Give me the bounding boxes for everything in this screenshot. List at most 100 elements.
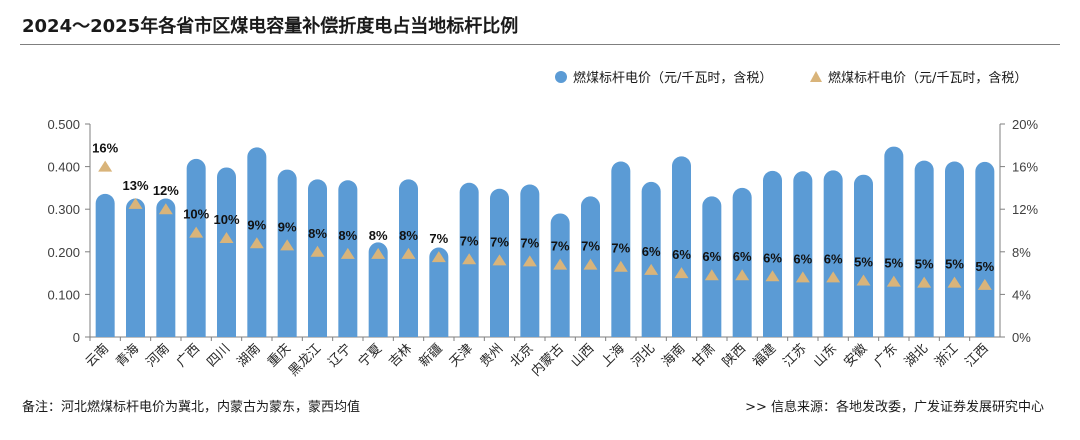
marker-point <box>886 275 901 287</box>
marker-point <box>522 255 537 267</box>
x-tick-label: 浙江 <box>932 341 961 370</box>
data-label: 7% <box>460 233 479 248</box>
bar <box>156 198 176 337</box>
x-tick-label: 云南 <box>82 341 112 371</box>
marker-point <box>917 276 932 288</box>
x-tick-label: 陕西 <box>720 341 749 370</box>
bar <box>672 156 691 337</box>
data-label: 7% <box>520 235 539 250</box>
data-label: 16% <box>92 141 118 156</box>
page-title: 2024～2025年各省市区煤电容量补偿折度电占当地标杆比例 <box>22 16 519 37</box>
data-label: 7% <box>551 239 570 254</box>
marker-point <box>947 276 962 288</box>
legend-marker-label: 燃煤标杆电价（元/千瓦时，含税） <box>828 70 1027 86</box>
plot-area: 0 0.100 0.200 0.300 0.400 0.500 0% 4% 8% 12% 16% 20… <box>47 117 1038 379</box>
data-label: 6% <box>733 249 752 264</box>
y-left-tick-label: 0 <box>73 330 80 345</box>
marker-point <box>219 231 234 243</box>
x-tick-label: 贵州 <box>477 341 506 370</box>
marker-point <box>249 237 264 249</box>
legend: 燃煤标杆电价（元/千瓦时，含税） 燃煤标杆电价（元/千瓦时，含税） <box>555 70 1027 86</box>
data-label: 10% <box>183 207 209 222</box>
bar <box>126 198 145 337</box>
data-label: 9% <box>278 219 297 234</box>
legend-bar-swatch <box>555 71 567 83</box>
y-right-tick-label: 12% <box>1012 202 1038 217</box>
y-left-tick-label: 0.500 <box>47 117 80 132</box>
bar <box>217 167 236 337</box>
bar <box>763 170 782 337</box>
bar <box>308 179 327 337</box>
data-label: 12% <box>153 183 179 198</box>
data-label: 8% <box>369 228 388 243</box>
data-label: 13% <box>122 178 148 193</box>
x-tick-label: 青海 <box>113 341 142 370</box>
y-right-tick-label: 20% <box>1012 117 1038 132</box>
data-label: 6% <box>793 251 812 266</box>
data-label: 7% <box>429 231 448 246</box>
x-tick-label: 甘肃 <box>690 341 719 370</box>
title-divider <box>20 44 1060 45</box>
bar <box>277 169 297 337</box>
marker-point <box>340 247 355 259</box>
data-label: 8% <box>308 226 327 241</box>
marker-point <box>492 254 507 266</box>
bar <box>550 213 570 337</box>
marker-point <box>704 269 719 281</box>
bar <box>702 196 722 337</box>
x-tick-label: 山西 <box>568 341 597 370</box>
x-tick-label: 山东 <box>811 341 840 370</box>
marker-point <box>98 160 113 172</box>
x-tick-label: 湖南 <box>234 341 264 371</box>
data-label: 5% <box>975 259 994 274</box>
x-tick-label: 广西 <box>174 341 203 370</box>
marker-point <box>795 271 810 283</box>
x-tick-label: 江西 <box>963 341 992 370</box>
marker-point <box>431 251 446 263</box>
marker-point <box>280 239 295 251</box>
x-tick-label: 海南 <box>659 341 689 371</box>
x-tick-label: 黑龙江 <box>286 341 324 379</box>
data-label: 6% <box>763 250 782 265</box>
x-tick-label: 河南 <box>143 341 173 371</box>
legend-bar-label: 燃煤标杆电价（元/千瓦时，含税） <box>573 70 772 86</box>
marker-point <box>371 247 386 259</box>
bar <box>732 187 752 337</box>
data-label: 10% <box>213 212 239 227</box>
bar <box>429 247 449 337</box>
data-label: 6% <box>702 249 721 264</box>
y-left-tick-label: 0.400 <box>47 160 80 175</box>
marker-point <box>613 260 628 272</box>
x-tick-label: 安徽 <box>841 341 870 370</box>
marker-point <box>158 203 173 215</box>
marker-point <box>977 278 992 290</box>
x-tick-label: 江苏 <box>780 341 810 371</box>
marker-point <box>765 270 780 282</box>
x-tick-label: 天津 <box>447 341 476 370</box>
y-right-tick-label: 16% <box>1012 160 1038 175</box>
bar <box>975 161 995 337</box>
x-tick-label: 福建 <box>750 341 779 370</box>
data-label: 9% <box>247 217 266 232</box>
marker-point <box>583 258 598 270</box>
data-label: 8% <box>399 228 418 243</box>
bar <box>186 158 206 337</box>
data-label: 5% <box>915 257 934 272</box>
x-tick-label: 四川 <box>204 341 233 370</box>
marker-point <box>401 247 416 259</box>
y-left-tick-label: 0.200 <box>47 245 80 260</box>
data-label: 6% <box>824 251 843 266</box>
x-tick-label: 上海 <box>599 341 628 370</box>
y-left-tick-label: 0.300 <box>47 202 80 217</box>
data-label: 6% <box>642 244 661 259</box>
bar <box>368 242 388 337</box>
bar <box>793 171 813 337</box>
marker-point <box>462 253 477 265</box>
y-right-tick-label: 8% <box>1012 245 1031 260</box>
chart: 燃煤标杆电价（元/千瓦时，含税） 燃煤标杆电价（元/千瓦时，含税） 0 0.100… <box>47 70 1038 379</box>
x-tick-label: 宁夏 <box>355 341 385 371</box>
footnote: 备注：河北燃煤标杆电价为冀北，内蒙古为蒙东，蒙西均值 <box>22 400 361 415</box>
marker-point <box>644 263 659 275</box>
x-tick-label: 内蒙古 <box>528 341 567 380</box>
data-label: 7% <box>581 239 600 254</box>
